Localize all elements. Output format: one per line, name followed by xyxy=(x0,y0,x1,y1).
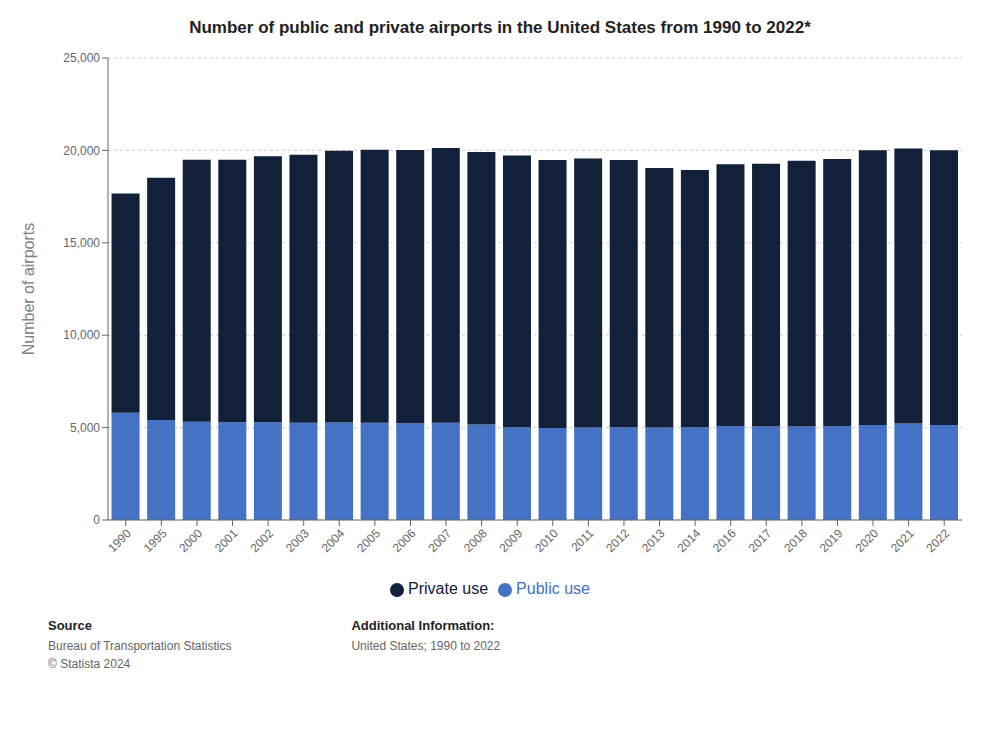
svg-text:1990: 1990 xyxy=(105,526,134,555)
svg-text:25,000: 25,000 xyxy=(63,51,100,65)
svg-text:2017: 2017 xyxy=(746,526,775,555)
html-text:Number of public and private a: Number of public and private airports in… xyxy=(189,18,811,37)
html-text:Additional Information:: Additional Information: xyxy=(351,618,495,633)
html-text:Source: Source xyxy=(48,618,93,633)
svg-text:2021: 2021 xyxy=(888,526,917,555)
svg-text:2000: 2000 xyxy=(176,526,205,555)
svg-text:Number of airports: Number of airports xyxy=(20,223,37,356)
svg-text:2004: 2004 xyxy=(319,526,348,555)
svg-text:2013: 2013 xyxy=(639,526,668,555)
svg-text:2001: 2001 xyxy=(212,526,241,555)
svg-text:15,000: 15,000 xyxy=(63,236,100,250)
svg-text:2002: 2002 xyxy=(247,526,276,555)
svg-text:2010: 2010 xyxy=(532,526,561,555)
svg-text:2020: 2020 xyxy=(852,526,881,555)
svg-text:2016: 2016 xyxy=(710,526,739,555)
svg-text:2012: 2012 xyxy=(603,526,632,555)
svg-text:2005: 2005 xyxy=(354,526,383,555)
svg-text:2022: 2022 xyxy=(924,526,953,555)
svg-text:2006: 2006 xyxy=(390,526,419,555)
svg-text:2019: 2019 xyxy=(817,526,846,555)
svg-text:0: 0 xyxy=(93,513,100,527)
html-text:United States; 1990 to 2022: United States; 1990 to 2022 xyxy=(351,639,501,653)
svg-text:20,000: 20,000 xyxy=(63,144,100,158)
svg-text:1995: 1995 xyxy=(141,526,170,555)
svg-text:10,000: 10,000 xyxy=(63,328,100,342)
html-text:Public use: Public use xyxy=(516,580,590,597)
svg-text:2018: 2018 xyxy=(781,526,810,555)
html-text:© Statista 2024: © Statista 2024 xyxy=(48,657,131,671)
svg-text:5,000: 5,000 xyxy=(70,421,100,435)
svg-text:2014: 2014 xyxy=(674,526,703,555)
html-text:Bureau of Transportation Stati: Bureau of Transportation Statistics xyxy=(48,639,232,653)
svg-text:2007: 2007 xyxy=(425,526,454,555)
svg-text:2003: 2003 xyxy=(283,526,312,555)
html-text:Private use: Private use xyxy=(408,580,489,597)
svg-text:2011: 2011 xyxy=(568,526,596,554)
svg-text:2009: 2009 xyxy=(497,526,526,555)
svg-text:2008: 2008 xyxy=(461,526,490,555)
